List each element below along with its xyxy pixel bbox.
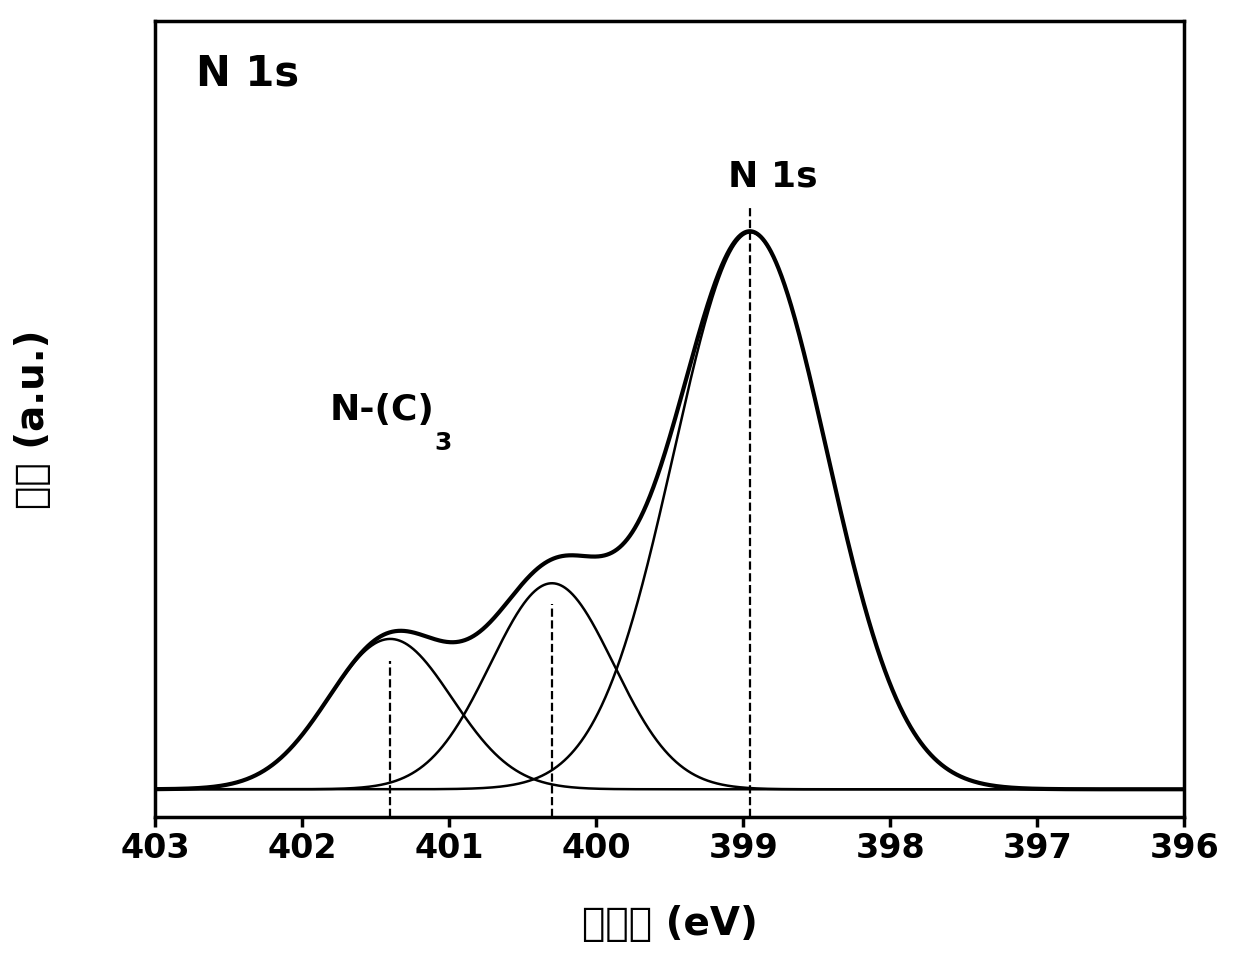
Text: N 1s: N 1s [196, 53, 299, 95]
Text: 结合能 (eV): 结合能 (eV) [582, 904, 758, 943]
Text: N-(C): N-(C) [330, 393, 434, 428]
Text: N 1s: N 1s [728, 160, 818, 193]
Text: 强度 (a.u.): 强度 (a.u.) [14, 329, 52, 509]
Text: 3: 3 [434, 432, 451, 456]
